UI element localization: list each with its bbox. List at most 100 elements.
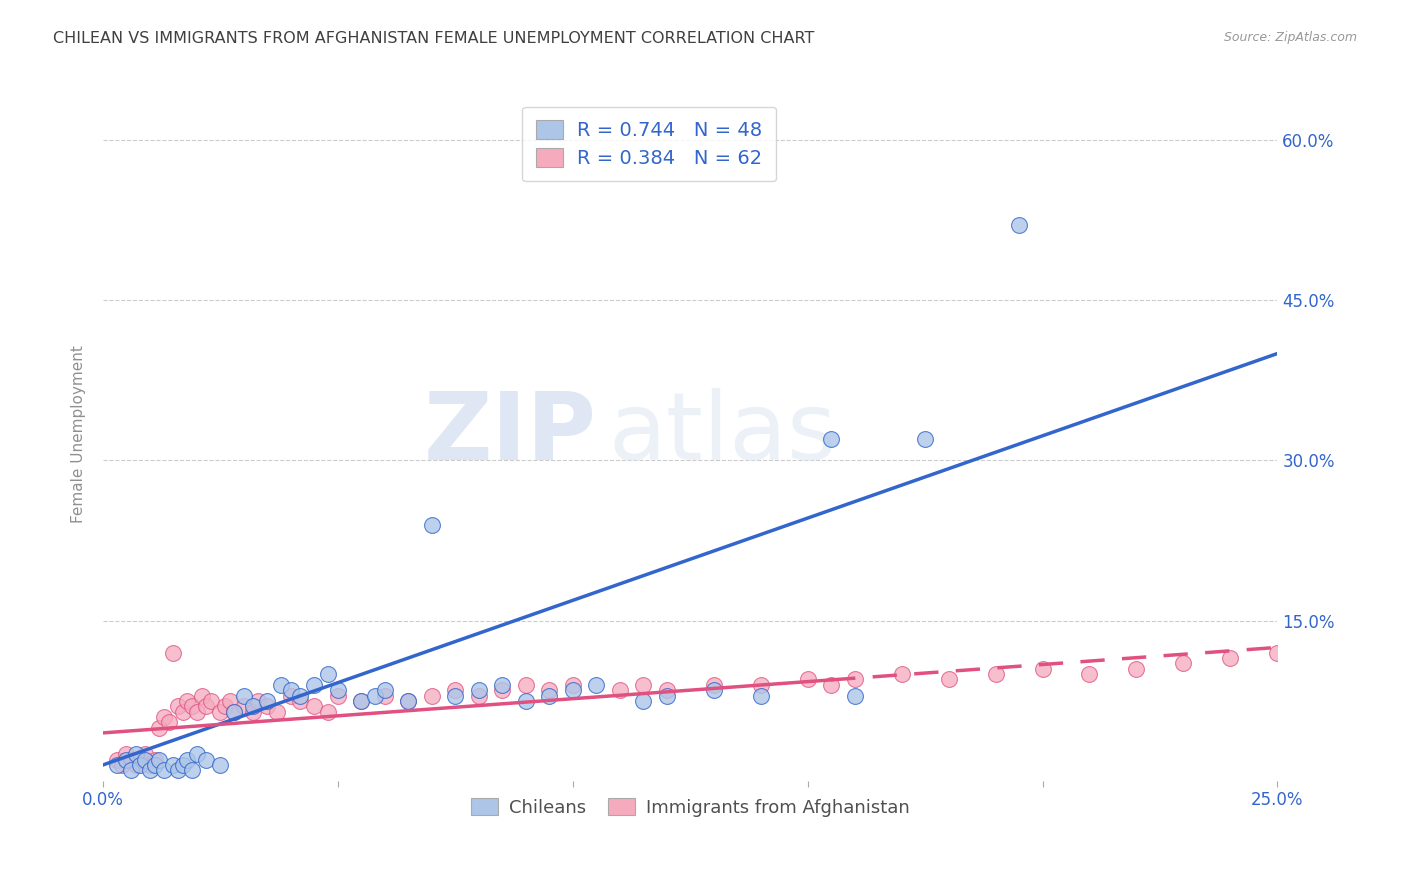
- Point: [655, 689, 678, 703]
- Point: [172, 758, 194, 772]
- Point: [214, 699, 236, 714]
- Point: [984, 667, 1007, 681]
- Point: [129, 753, 152, 767]
- Point: [538, 689, 561, 703]
- Point: [364, 689, 387, 703]
- Point: [491, 683, 513, 698]
- Point: [105, 758, 128, 772]
- Point: [561, 683, 583, 698]
- Point: [444, 689, 467, 703]
- Point: [120, 753, 142, 767]
- Point: [1008, 219, 1031, 233]
- Point: [181, 764, 204, 778]
- Point: [631, 694, 654, 708]
- Point: [186, 705, 208, 719]
- Point: [195, 753, 218, 767]
- Point: [125, 758, 148, 772]
- Point: [1031, 662, 1053, 676]
- Point: [1219, 651, 1241, 665]
- Point: [290, 694, 312, 708]
- Point: [1267, 646, 1289, 660]
- Point: [1125, 662, 1147, 676]
- Point: [125, 747, 148, 762]
- Point: [167, 699, 190, 714]
- Point: [224, 705, 246, 719]
- Point: [938, 673, 960, 687]
- Point: [143, 753, 166, 767]
- Point: [396, 694, 419, 708]
- Point: [1173, 657, 1195, 671]
- Point: [491, 678, 513, 692]
- Point: [190, 689, 212, 703]
- Point: [318, 667, 340, 681]
- Point: [326, 683, 349, 698]
- Point: [195, 699, 218, 714]
- Point: [820, 678, 842, 692]
- Point: [176, 694, 198, 708]
- Y-axis label: Female Unemployment: Female Unemployment: [72, 344, 86, 523]
- Point: [162, 646, 184, 660]
- Point: [143, 758, 166, 772]
- Text: Source: ZipAtlas.com: Source: ZipAtlas.com: [1223, 31, 1357, 45]
- Point: [515, 694, 537, 708]
- Point: [172, 705, 194, 719]
- Point: [374, 689, 396, 703]
- Point: [1078, 667, 1101, 681]
- Point: [796, 673, 818, 687]
- Point: [538, 683, 561, 698]
- Point: [585, 678, 607, 692]
- Point: [304, 678, 326, 692]
- Point: [115, 753, 138, 767]
- Point: [374, 683, 396, 698]
- Point: [139, 758, 162, 772]
- Point: [420, 689, 443, 703]
- Point: [111, 758, 134, 772]
- Point: [256, 694, 278, 708]
- Point: [209, 705, 232, 719]
- Point: [350, 694, 373, 708]
- Point: [280, 683, 302, 698]
- Point: [318, 705, 340, 719]
- Text: atlas: atlas: [607, 388, 837, 480]
- Point: [256, 699, 278, 714]
- Point: [515, 678, 537, 692]
- Point: [157, 715, 180, 730]
- Point: [242, 699, 264, 714]
- Point: [890, 667, 912, 681]
- Point: [703, 683, 725, 698]
- Point: [186, 747, 208, 762]
- Point: [444, 683, 467, 698]
- Point: [609, 683, 631, 698]
- Point: [153, 764, 176, 778]
- Point: [148, 753, 170, 767]
- Point: [396, 694, 419, 708]
- Point: [561, 678, 583, 692]
- Point: [139, 764, 162, 778]
- Point: [162, 758, 184, 772]
- Point: [218, 694, 240, 708]
- Point: [468, 683, 491, 698]
- Point: [304, 699, 326, 714]
- Point: [105, 753, 128, 767]
- Point: [468, 689, 491, 703]
- Point: [167, 764, 190, 778]
- Point: [134, 747, 156, 762]
- Point: [631, 678, 654, 692]
- Point: [655, 683, 678, 698]
- Point: [290, 689, 312, 703]
- Point: [270, 678, 292, 692]
- Point: [820, 432, 842, 446]
- Point: [148, 721, 170, 735]
- Point: [129, 758, 152, 772]
- Point: [246, 694, 269, 708]
- Point: [153, 710, 176, 724]
- Point: [749, 678, 772, 692]
- Text: CHILEAN VS IMMIGRANTS FROM AFGHANISTAN FEMALE UNEMPLOYMENT CORRELATION CHART: CHILEAN VS IMMIGRANTS FROM AFGHANISTAN F…: [53, 31, 815, 46]
- Point: [420, 517, 443, 532]
- Point: [134, 753, 156, 767]
- Point: [703, 678, 725, 692]
- Point: [242, 705, 264, 719]
- Point: [844, 689, 866, 703]
- Point: [350, 694, 373, 708]
- Point: [224, 705, 246, 719]
